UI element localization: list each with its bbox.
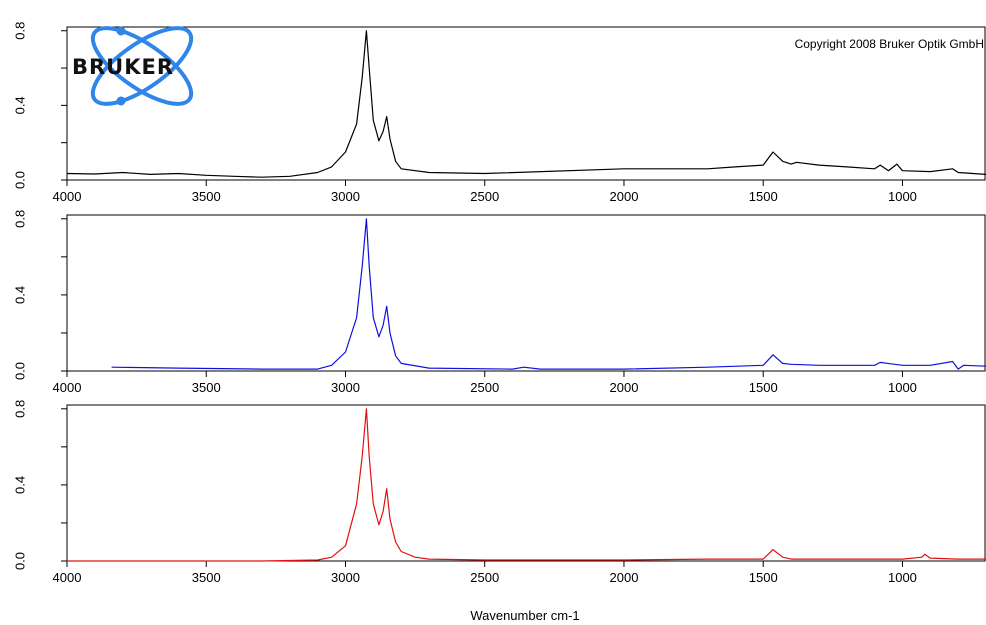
- spectrum-panel: 0.0 0.4 0.8 4000 3500 3000 2500 2000 1500 1000: [13, 210, 986, 395]
- x-tick-label: 3000: [331, 380, 360, 395]
- y-tick-label: 0.0: [13, 552, 28, 570]
- x-tick-label: 2000: [610, 380, 639, 395]
- x-tick-label: 1500: [749, 189, 778, 204]
- x-tick-label: 1000: [888, 189, 917, 204]
- x-tick-label: 1000: [888, 380, 917, 395]
- plot-frame: [66, 26, 986, 181]
- x-tick-label: 3500: [192, 380, 221, 395]
- spectrum-line: [66, 30, 986, 178]
- x-tick-label: 4000: [53, 380, 82, 395]
- x-tick-label: 2000: [610, 570, 639, 585]
- y-tick-label: 0.8: [13, 22, 28, 40]
- x-tick-label: 2500: [470, 570, 499, 585]
- spectrum-line: [67, 408, 986, 562]
- y-tick-label: 0.0: [13, 362, 28, 380]
- copyright-notice: Copyright 2008 Bruker Optik GmbH: [795, 37, 984, 51]
- y-tick-label: 0.8: [13, 400, 28, 418]
- electron-dot-icon: [116, 26, 126, 36]
- electron-dot-icon: [116, 96, 126, 106]
- x-tick-label: 2000: [610, 189, 639, 204]
- y-tick-label: 0.4: [13, 286, 28, 304]
- plot-frame: [66, 404, 986, 562]
- spectrum-panel: 0.0 0.4 0.8 4000 3500 3000 2500 2000 1500 1000: [13, 22, 986, 204]
- x-tick-label: 3500: [192, 570, 221, 585]
- x-tick-label: 4000: [53, 189, 82, 204]
- x-tick-label: 3000: [331, 570, 360, 585]
- plot-frame: [66, 214, 986, 372]
- x-tick-label: 1000: [888, 570, 917, 585]
- x-tick-label: 2500: [470, 380, 499, 395]
- orbit-ring-icon: [90, 26, 194, 106]
- spectrum-panel: 0.0 0.4 0.8 4000 3500 3000 2500 2000 1500 1000: [13, 400, 986, 585]
- x-tick-label: 2500: [470, 189, 499, 204]
- x-tick-label: 4000: [53, 570, 82, 585]
- y-tick-label: 0.0: [13, 171, 28, 189]
- x-axis-title: Wavenumber cm-1: [470, 608, 579, 623]
- x-tick-label: 3000: [331, 189, 360, 204]
- logo-text: BRUKER: [72, 55, 174, 79]
- x-tick-label: 1500: [749, 380, 778, 395]
- y-tick-label: 0.8: [13, 210, 28, 228]
- y-tick-label: 0.4: [13, 96, 28, 114]
- x-tick-label: 1500: [749, 570, 778, 585]
- spectrum-line: [111, 218, 986, 370]
- x-tick-label: 3500: [192, 189, 221, 204]
- y-tick-label: 0.4: [13, 476, 28, 494]
